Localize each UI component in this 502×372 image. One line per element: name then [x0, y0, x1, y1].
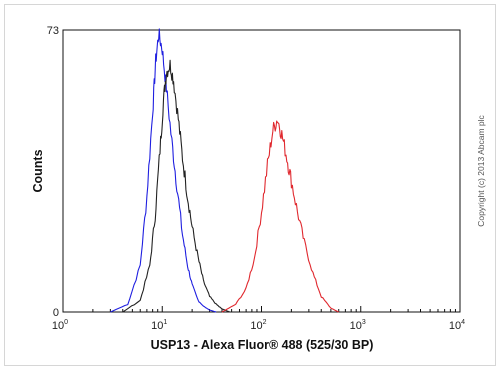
series-line-3 [221, 120, 339, 313]
series-line-2 [122, 59, 231, 313]
x-tick-label: 104 [449, 319, 465, 332]
x-tick-label: 100 [52, 319, 68, 332]
y-tick-label: 73 [47, 25, 59, 37]
y-axis-ticks: 0 73 [47, 25, 69, 319]
copyright-annotation: Copyright (c) 2013 Abcam plc [476, 115, 486, 227]
x-axis-ticks: 100 101 102 103 104 [52, 306, 465, 332]
x-tick-label: 101 [151, 319, 167, 332]
x-tick-label: 102 [250, 319, 266, 332]
y-axis-title: Counts [31, 149, 45, 192]
series-line-1 [110, 28, 217, 313]
plot-area [62, 29, 461, 313]
x-axis-title: USP13 - Alexa Fluor® 488 (525/30 BP) [151, 338, 374, 352]
series-lines [110, 28, 339, 313]
y-tick-label: 0 [53, 307, 59, 319]
x-tick-label: 103 [350, 319, 366, 332]
